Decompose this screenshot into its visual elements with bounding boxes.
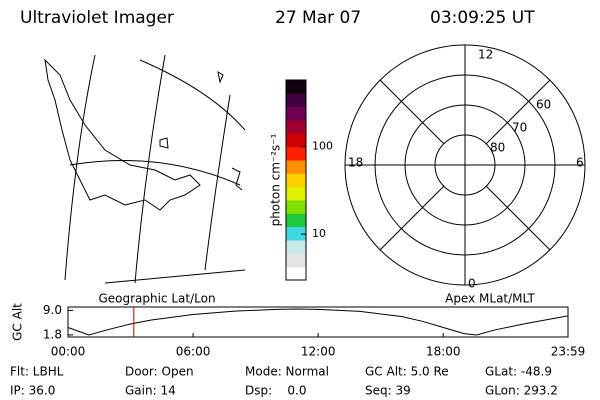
color-step xyxy=(286,200,306,214)
hour-label: 18 xyxy=(348,156,363,170)
time: 03:09:25 UT xyxy=(430,8,535,28)
polar-grid xyxy=(344,44,586,286)
color-step xyxy=(286,146,306,161)
x-tick-label: 12:00 xyxy=(301,345,336,359)
info-field: GLat: -48.9 xyxy=(485,365,552,379)
x-tick-label: 00:00 xyxy=(51,345,86,359)
color-step xyxy=(286,226,306,241)
y-tick-label: 9.0 xyxy=(43,303,62,317)
map-label: Geographic Lat/Lon xyxy=(98,292,215,306)
colorbar-label: photon cm⁻²s⁻¹ xyxy=(269,133,283,226)
color-step xyxy=(286,160,306,174)
info-field: GLon: 293.2 xyxy=(485,384,558,398)
color-step xyxy=(286,120,306,134)
info-field: Flt: LBHL xyxy=(10,365,64,379)
x-tick-label: 18:00 xyxy=(426,345,461,359)
parallel xyxy=(69,160,241,186)
coastline xyxy=(44,58,201,211)
polar-label: Apex MLat/MLT xyxy=(445,292,535,306)
color-step xyxy=(286,106,306,121)
info-field: GC Alt: 5.0 Re xyxy=(365,365,449,379)
lat-label: 70 xyxy=(512,121,527,135)
island xyxy=(159,137,169,149)
x-tick-label: 23:59 xyxy=(551,345,586,359)
meridian xyxy=(64,54,96,281)
map xyxy=(44,54,246,284)
island xyxy=(217,70,224,84)
info-field: IP: 36.0 xyxy=(10,384,55,398)
hour-label: 6 xyxy=(576,156,584,170)
lat-label: 60 xyxy=(536,98,551,112)
title: Ultraviolet Imager xyxy=(20,8,174,28)
parallel xyxy=(104,269,246,284)
altitude-line xyxy=(67,308,569,336)
spoke xyxy=(485,79,551,145)
color-step xyxy=(286,173,306,188)
parallel xyxy=(139,59,246,131)
color-step xyxy=(286,93,306,108)
info-field: Gain: 14 xyxy=(125,384,176,398)
hour-label: 12 xyxy=(478,48,493,62)
info-field: Door: Open xyxy=(125,365,194,379)
y-axis-label: GC Alt xyxy=(11,303,25,341)
info-field: Seq: 39 xyxy=(365,384,411,398)
hour-label: 0 xyxy=(468,277,476,291)
colorbar-frame xyxy=(285,79,307,281)
meridian xyxy=(134,54,166,284)
x-tick-label: 06:00 xyxy=(176,345,211,359)
info-field: Dsp: 0.0 xyxy=(245,384,307,398)
color-step xyxy=(286,133,306,148)
spoke xyxy=(379,185,445,251)
lat-label: 80 xyxy=(490,141,505,155)
color-step xyxy=(286,186,306,201)
info-field: Mode: Normal xyxy=(245,365,329,379)
colorbar-tick-label: 100 xyxy=(312,140,333,153)
spoke xyxy=(379,79,445,145)
spoke xyxy=(485,185,551,251)
color-step xyxy=(286,253,306,268)
colorbar-tick-label: 10 xyxy=(312,227,326,240)
color-step xyxy=(286,213,306,228)
meridian xyxy=(204,94,231,271)
color-step xyxy=(286,266,306,281)
color-step xyxy=(286,240,306,254)
color-step xyxy=(286,80,306,94)
y-tick-label: 1.8 xyxy=(43,327,62,341)
date: 27 Mar 07 xyxy=(275,8,361,28)
island xyxy=(231,167,243,191)
